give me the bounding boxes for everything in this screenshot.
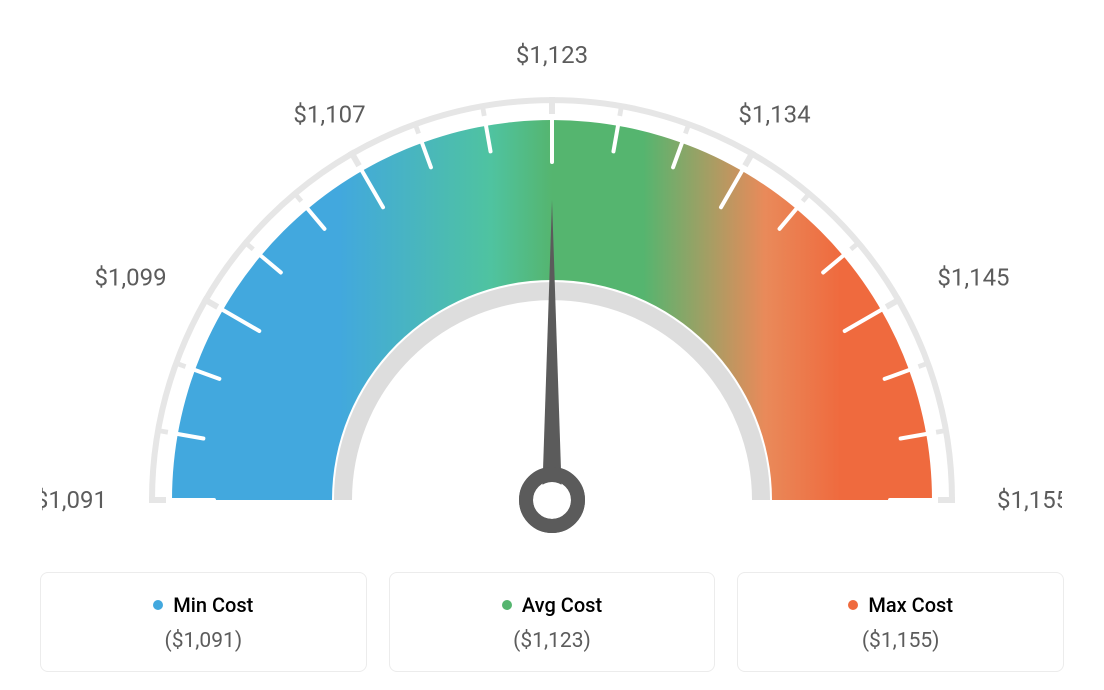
legend-card-avg: Avg Cost ($1,123) [389,572,716,672]
legend-card-min: Min Cost ($1,091) [40,572,367,672]
svg-text:$1,091: $1,091 [42,486,107,514]
dot-icon [848,600,858,610]
legend-title-min: Min Cost [153,593,253,617]
svg-text:$1,099: $1,099 [94,264,166,292]
legend-card-max: Max Cost ($1,155) [737,572,1064,672]
legend-title-text: Min Cost [173,593,253,617]
gauge-chart: $1,091 $1,099 $1,107 $1,123 $1,134 $1,145 $1,1… [0,0,1104,560]
legend-title-text: Avg Cost [522,593,602,617]
svg-text:$1,134: $1,134 [738,101,810,129]
dot-icon [502,600,512,610]
dot-icon [153,600,163,610]
legend-value-max: ($1,155) [748,629,1053,653]
legend-row: Min Cost ($1,091) Avg Cost ($1,123) Max … [0,572,1104,672]
legend-title-text: Max Cost [868,593,953,617]
legend-title-avg: Avg Cost [502,593,602,617]
gauge-svg: $1,091 $1,099 $1,107 $1,123 $1,134 $1,145 $1,1… [42,30,1062,570]
legend-value-avg: ($1,123) [400,629,705,653]
legend-title-max: Max Cost [848,593,953,617]
svg-text:$1,155: $1,155 [997,486,1062,514]
legend-value-min: ($1,091) [51,629,356,653]
svg-text:$1,123: $1,123 [516,41,588,69]
svg-text:$1,145: $1,145 [937,264,1009,292]
svg-text:$1,107: $1,107 [293,101,365,129]
